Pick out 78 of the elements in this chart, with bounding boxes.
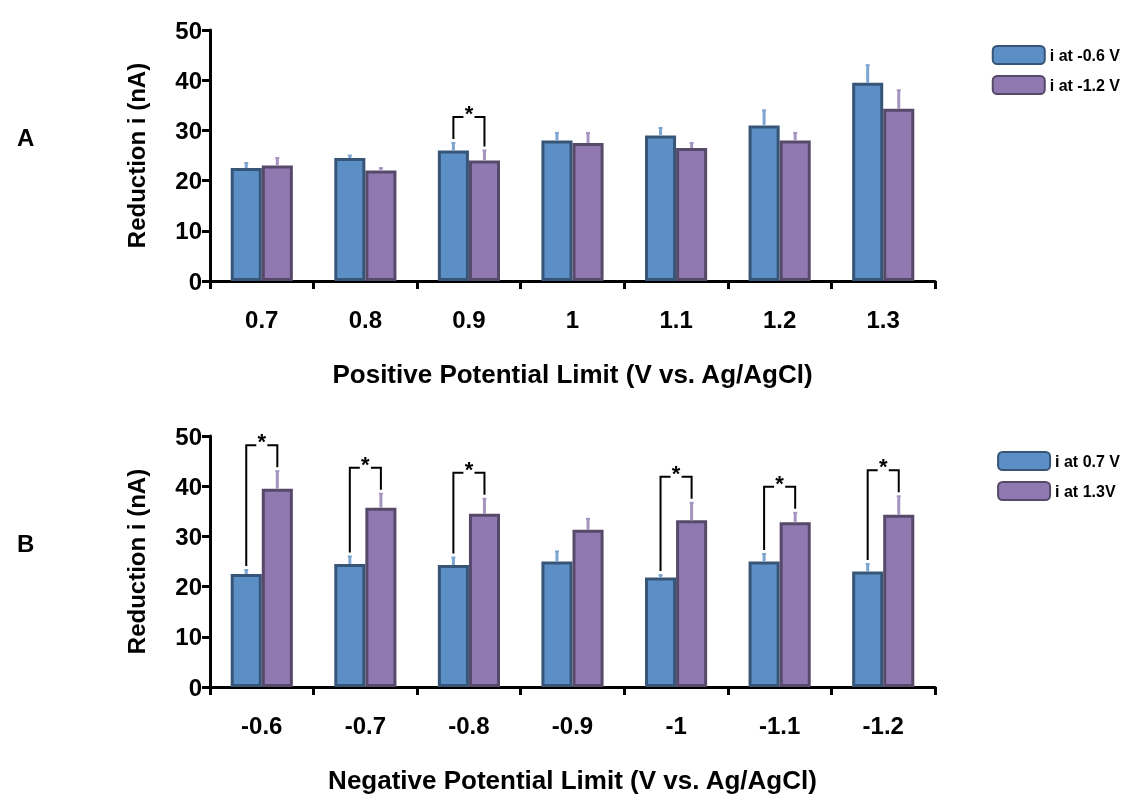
bar (572, 142, 604, 281)
bar (365, 507, 397, 687)
bar (852, 571, 884, 687)
x-axis-title: Negative Potential Limit (V vs. Ag/AgCl) (328, 765, 817, 795)
x-tick-label: -0.9 (551, 711, 594, 739)
bar (365, 170, 397, 281)
bar (541, 561, 573, 687)
bar (645, 135, 677, 281)
significance-bracket: * (348, 451, 382, 554)
significance-bracket: * (866, 454, 900, 561)
x-tick-label: -1 (665, 711, 687, 739)
x-tick-label: 1.2 (762, 305, 797, 333)
y-tick-label: 40 (175, 472, 202, 500)
x-tick-label: -0.6 (241, 711, 283, 739)
y-tick-label: 30 (175, 522, 202, 550)
annotation: * (671, 460, 681, 486)
x-tick-label: 0.8 (348, 305, 383, 333)
annotation: * (464, 456, 474, 482)
bar (779, 140, 811, 281)
bar (645, 577, 677, 687)
text: A (17, 123, 35, 151)
text: B (17, 529, 35, 557)
bar (883, 108, 915, 281)
annotation: * (775, 470, 785, 496)
y-tick-label: 50 (175, 16, 202, 44)
bar (437, 565, 469, 687)
bar (748, 561, 780, 687)
x-tick-label: 0.7 (245, 305, 279, 333)
annotation: * (257, 429, 267, 455)
bar (676, 147, 708, 281)
bar (261, 165, 293, 281)
bar (852, 82, 884, 281)
bar (230, 168, 262, 281)
significance-bracket: * (245, 429, 279, 568)
bar (468, 160, 500, 281)
y-tick-label: 50 (175, 422, 202, 450)
bar (572, 529, 604, 687)
legend-label: i at -0.6 V (1049, 46, 1121, 64)
bar (748, 125, 780, 281)
annotation: * (464, 100, 474, 126)
significance-bracket: * (452, 100, 486, 148)
bar (437, 150, 469, 281)
y-tick-label: 30 (175, 116, 202, 144)
bar (334, 564, 366, 687)
y-tick-label: 20 (175, 167, 202, 195)
x-tick-label: 1 (565, 305, 580, 333)
y-axis-title: Reduction i (nA) (122, 468, 150, 655)
legend-label: i at -1.2 V (1049, 76, 1121, 94)
y-tick-label: 0 (188, 267, 202, 295)
legend-label: i at 0.7 V (1055, 452, 1121, 470)
bar (468, 513, 500, 687)
x-tick-label: 1.1 (659, 305, 693, 333)
y-tick-label: 40 (175, 66, 202, 94)
y-axis-title: Reduction i (nA) (122, 62, 150, 249)
bar (334, 158, 366, 281)
x-tick-label: -0.8 (448, 711, 490, 739)
y-tick-label: 20 (175, 573, 202, 601)
annotation: * (878, 454, 888, 480)
x-tick-label: -1.1 (758, 711, 801, 739)
y-tick-label: 0 (188, 673, 202, 701)
significance-bracket: * (452, 456, 486, 555)
y-tick-label: 10 (175, 623, 202, 651)
y-tick-label: 10 (175, 217, 202, 245)
x-tick-label: -0.7 (344, 711, 387, 739)
x-tick-label: -1.2 (862, 711, 904, 739)
bar (883, 514, 915, 687)
legend-label: i at 1.3V (1055, 482, 1116, 500)
bar (779, 522, 811, 687)
significance-bracket: * (763, 470, 797, 551)
x-axis-title: Positive Potential Limit (V vs. Ag/AgCl) (332, 359, 813, 389)
annotation: * (361, 451, 371, 477)
bar (676, 520, 708, 687)
significance-bracket: * (659, 460, 693, 573)
x-tick-label: 1.3 (866, 305, 900, 333)
bar (261, 488, 293, 687)
bar (230, 574, 262, 687)
x-tick-label: 0.9 (452, 305, 486, 333)
bar (541, 140, 573, 281)
